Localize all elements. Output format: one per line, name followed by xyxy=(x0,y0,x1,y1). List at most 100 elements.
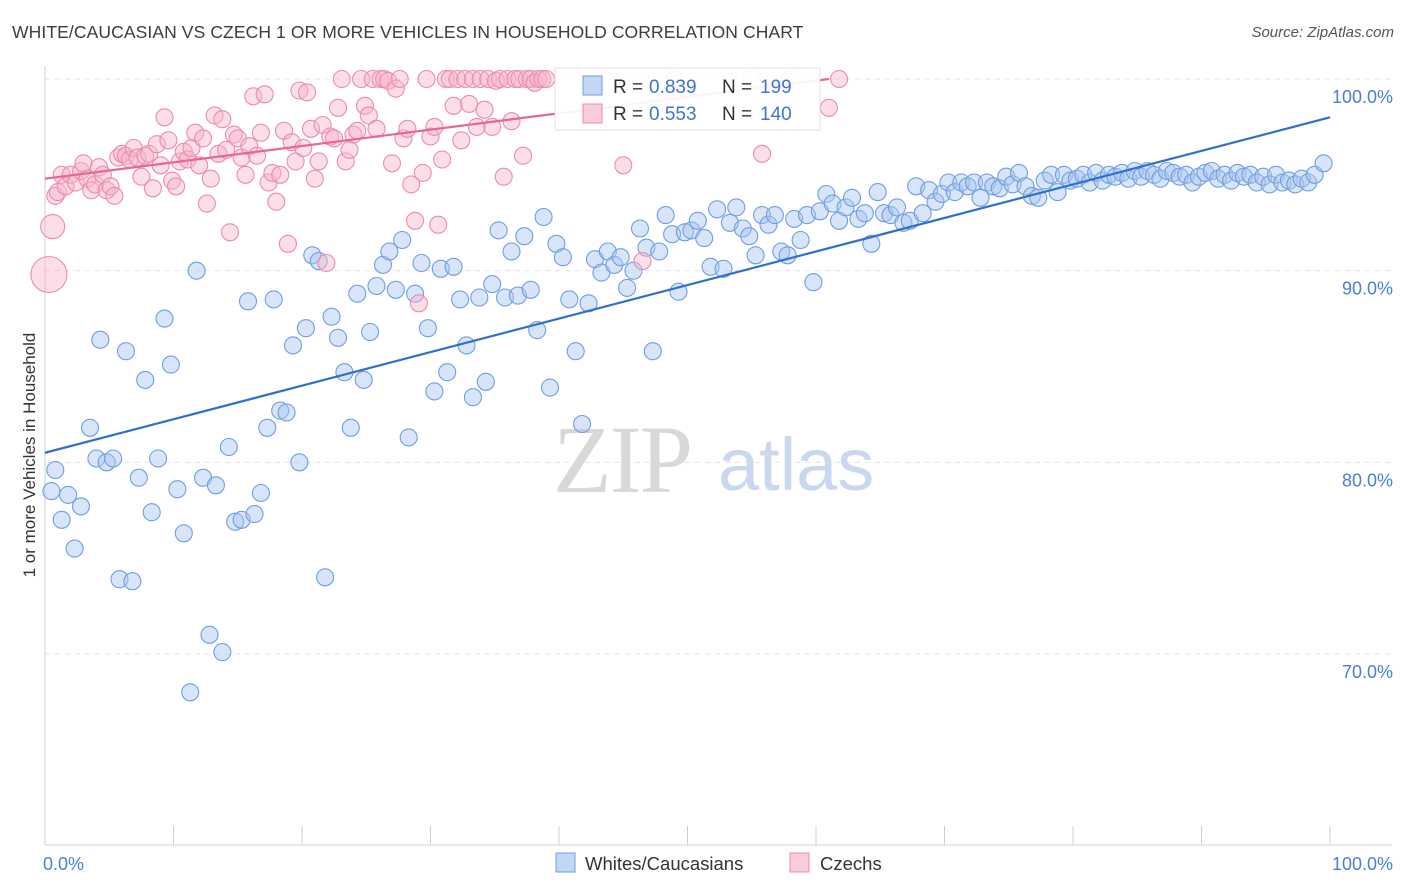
data-points xyxy=(30,69,1333,702)
point-whites xyxy=(939,173,958,192)
x-tick-label: 100.0% xyxy=(1332,854,1393,874)
point-czechs xyxy=(197,194,216,213)
point-czechs xyxy=(475,100,494,119)
legend-label-whites: Whites/Caucasians xyxy=(585,853,743,874)
point-czechs xyxy=(752,144,772,163)
y-tick-label: 100.0% xyxy=(1332,87,1393,107)
point-whites xyxy=(611,248,630,267)
point-whites xyxy=(142,503,161,522)
point-whites xyxy=(309,252,328,271)
point-whites xyxy=(984,177,1003,196)
point-czechs xyxy=(278,234,297,253)
point-whites xyxy=(322,307,341,326)
point-whites xyxy=(380,242,399,261)
point-czechs xyxy=(267,192,286,211)
point-czechs xyxy=(390,69,409,89)
point-whites xyxy=(328,328,348,347)
point-czechs xyxy=(633,252,652,271)
y-axis-label: 1 or more Vehicles in Household xyxy=(20,333,39,578)
point-whites xyxy=(226,512,245,531)
point-whites xyxy=(42,482,61,501)
point-czechs xyxy=(271,165,290,184)
point-whites xyxy=(393,230,412,250)
point-whites xyxy=(187,261,206,280)
point-czechs xyxy=(336,152,355,171)
point-czechs xyxy=(379,71,398,90)
point-whites xyxy=(367,276,386,296)
point-whites xyxy=(258,418,277,437)
point-czechs xyxy=(105,186,124,205)
point-whites xyxy=(463,388,482,407)
point-whites xyxy=(765,206,784,225)
point-czechs xyxy=(348,121,367,140)
point-whites xyxy=(746,246,765,265)
point-whites xyxy=(425,382,444,401)
point-whites xyxy=(149,449,168,468)
point-czechs xyxy=(159,131,178,150)
point-whites xyxy=(136,370,155,389)
point-czechs xyxy=(190,156,209,175)
point-whites xyxy=(348,284,367,303)
point-czechs xyxy=(213,110,232,129)
point-whites xyxy=(264,290,283,309)
point-whites xyxy=(868,183,887,202)
stats-r-label-czechs: R = xyxy=(613,104,643,125)
point-czechs xyxy=(328,98,348,117)
legend-label-czechs: Czechs xyxy=(820,853,882,874)
point-czechs xyxy=(355,96,375,115)
point-czechs xyxy=(30,255,68,294)
point-whites xyxy=(727,198,746,217)
point-whites xyxy=(913,204,932,223)
point-czechs xyxy=(819,98,838,117)
point-whites xyxy=(52,510,71,529)
point-whites xyxy=(791,230,810,250)
legend: Whites/Caucasians Czechs xyxy=(555,852,882,874)
point-czechs xyxy=(425,117,444,136)
point-czechs xyxy=(533,69,552,89)
point-czechs xyxy=(74,154,93,173)
point-czechs xyxy=(220,223,240,242)
point-czechs xyxy=(56,177,75,196)
point-whites xyxy=(219,437,238,457)
point-czechs xyxy=(201,169,220,188)
point-czechs xyxy=(421,127,440,146)
point-whites xyxy=(406,284,425,303)
point-whites xyxy=(104,449,123,468)
point-czechs xyxy=(298,83,317,102)
point-whites xyxy=(573,414,592,434)
gridlines xyxy=(45,78,1392,655)
point-czechs xyxy=(417,69,436,89)
point-whites xyxy=(283,336,303,355)
point-czechs xyxy=(143,179,162,198)
point-whites xyxy=(817,184,836,204)
point-whites xyxy=(515,227,534,246)
point-czechs xyxy=(244,87,263,106)
stats-n-label-czechs: N = xyxy=(722,104,752,125)
point-whites xyxy=(804,273,823,292)
point-whites xyxy=(862,234,881,253)
point-whites xyxy=(123,572,142,591)
point-czechs xyxy=(382,154,402,173)
point-whites xyxy=(656,206,675,225)
point-czechs xyxy=(294,138,313,158)
point-whites xyxy=(296,319,315,338)
point-czechs xyxy=(402,175,421,194)
point-whites xyxy=(238,292,258,311)
point-whites xyxy=(438,363,457,382)
point-czechs xyxy=(471,69,490,89)
point-czechs xyxy=(155,108,174,127)
point-whites xyxy=(213,643,232,662)
stats-swatch-whites xyxy=(582,75,603,96)
point-whites xyxy=(1314,154,1333,173)
point-whites xyxy=(174,524,193,543)
point-whites xyxy=(643,342,662,361)
point-czechs xyxy=(456,69,475,89)
y-tick-labels: 70.0% 80.0% 90.0% 100.0% xyxy=(1332,87,1393,682)
point-whites xyxy=(560,290,579,309)
point-whites xyxy=(965,173,984,192)
point-whites xyxy=(354,370,373,389)
point-czechs xyxy=(140,144,159,163)
point-czechs xyxy=(409,294,428,313)
point-whites xyxy=(553,248,572,267)
point-czechs xyxy=(101,177,120,196)
